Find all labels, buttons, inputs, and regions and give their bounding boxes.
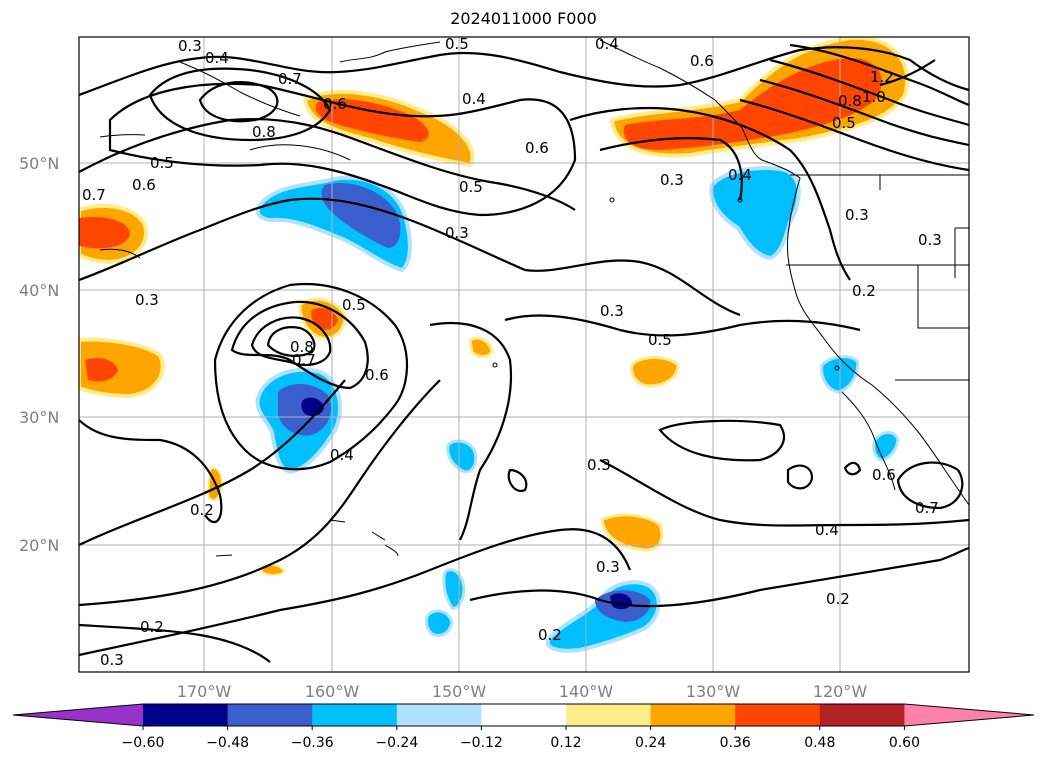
contour-label: 0.6 [690,52,714,70]
contour-label: 0.5 [445,35,469,53]
colorbar-segment [650,704,736,726]
contour-label: 0.2 [852,282,876,300]
colorbar-tick-label: −0.60 [122,735,165,751]
lat-label: 20°N [19,536,59,555]
contour-label: 0.3 [445,224,469,242]
contour-labels: 0.3 0.4 0.7 0.8 0.6 0.5 0.4 0.6 0.5 0.3 … [82,35,942,669]
positive-anomaly-region [79,337,165,399]
longitude-labels: 170°W 160°W 150°W 140°W 130°W 120°W [177,682,868,701]
colorbar-tick-label: −0.36 [291,735,334,751]
contour-label: 0.5 [648,331,672,349]
colorbar-tick-label: −0.24 [375,735,418,751]
lon-label: 150°W [432,682,487,701]
colorbar-segment [143,704,229,726]
colorbar-extend-max [904,704,1034,726]
contour-label: 0.3 [100,651,124,669]
contour-lines [79,43,969,663]
negative-anomaly-region [872,431,900,462]
contour-label: 0.5 [832,114,856,132]
colorbar-segment [566,704,652,726]
colorbar-tick-label: −0.12 [460,735,503,751]
colorbar-ticks: −0.60 −0.48 −0.36 −0.24 −0.12 0.12 0.24 0.36 0.4… [122,726,920,751]
colorbar-segment [227,704,313,726]
map-frame [78,36,970,673]
latitude-labels: 50°N 40°N 30°N 20°N [19,154,59,555]
contour-label: 0.2 [140,618,164,636]
contour-label: 0.8 [252,123,276,141]
contour-label: 1.0 [862,88,886,106]
colorbar [12,703,1035,727]
positive-anomaly-region [630,356,680,388]
contour-label: 0.3 [600,302,624,320]
lat-label: 30°N [19,408,59,427]
contour-label: 0.8 [838,92,862,110]
colorbar-tick-label: 0.24 [635,735,666,751]
lat-label: 40°N [19,281,59,300]
colorbar-extend-min [13,704,143,726]
contour-label: 0.6 [872,466,896,484]
colorbar-segment [481,704,567,726]
colorbar-tick-label: 0.48 [804,735,835,751]
colorbar-tick-label: 0.60 [889,735,920,751]
contour-lines-thin [99,144,351,259]
contour-label: 0.7 [915,499,939,517]
lon-label: 170°W [177,682,232,701]
colorbar-tick-label: −0.48 [206,735,249,751]
contour-label: 0.3 [135,291,159,309]
contour-label: 0.5 [150,154,174,172]
contour-label: 0.3 [587,456,611,474]
contour-label: 0.4 [330,446,354,464]
contour-label: 0.6 [323,95,347,113]
colorbar-segment [735,704,821,726]
contour-label: 0.2 [538,626,562,644]
contour-label: 0.5 [342,296,366,314]
positive-anomaly-core [311,308,338,330]
contour-label: 0.6 [132,176,156,194]
contour-label: 0.3 [660,171,684,189]
contour-label: 0.3 [178,37,202,55]
map-title: 2024011000 F000 [450,9,597,28]
colorbar-segment [312,704,398,726]
colorbar-tick-label: 0.36 [720,735,751,751]
lat-label: 50°N [19,154,59,173]
lon-label: 160°W [305,682,360,701]
contour-label: 0.3 [918,231,942,249]
contour-label: 0.7 [82,186,106,204]
contour-label: 0.3 [845,206,869,224]
colorbar-segment [396,704,482,726]
gridlines [79,37,969,672]
colorbar-tick-label: 0.12 [550,735,581,751]
negative-anomaly-region [446,439,478,474]
lon-label: 130°W [686,682,741,701]
contour-label: 0.7 [292,351,316,369]
contour-label: 0.4 [815,521,839,539]
negative-anomaly-region [424,609,454,637]
contour-label: 0.2 [190,501,214,519]
contour-label: 0.4 [595,35,619,53]
negative-anomaly-region [709,166,801,261]
positive-anomaly-core [85,358,118,382]
lon-label: 120°W [813,682,868,701]
lon-label: 140°W [559,682,614,701]
positive-anomaly-region [600,513,664,552]
contour-label: 0.4 [462,90,486,108]
contour-label: 0.3 [596,558,620,576]
contour-label: 0.4 [205,49,229,67]
positive-anomaly-region [468,336,494,358]
contour-label: 0.6 [365,366,389,384]
map-panel: 0.3 0.4 0.7 0.8 0.6 0.5 0.4 0.6 0.5 0.3 … [79,35,969,672]
contour-label: 0.6 [525,139,549,157]
positive-anomaly-core [315,99,429,142]
positive-anomaly-core [79,216,130,249]
negative-anomaly-core [321,183,401,248]
contour-label: 0.2 [826,590,850,608]
contour-label: 1.2 [870,68,894,86]
contour-label: 0.8 [290,338,314,356]
contour-label: 0.7 [278,70,302,88]
coastlines [99,39,969,557]
contour-label: 0.5 [459,178,483,196]
colorbar-segment [819,704,905,726]
contour-label: 0.4 [728,166,752,184]
